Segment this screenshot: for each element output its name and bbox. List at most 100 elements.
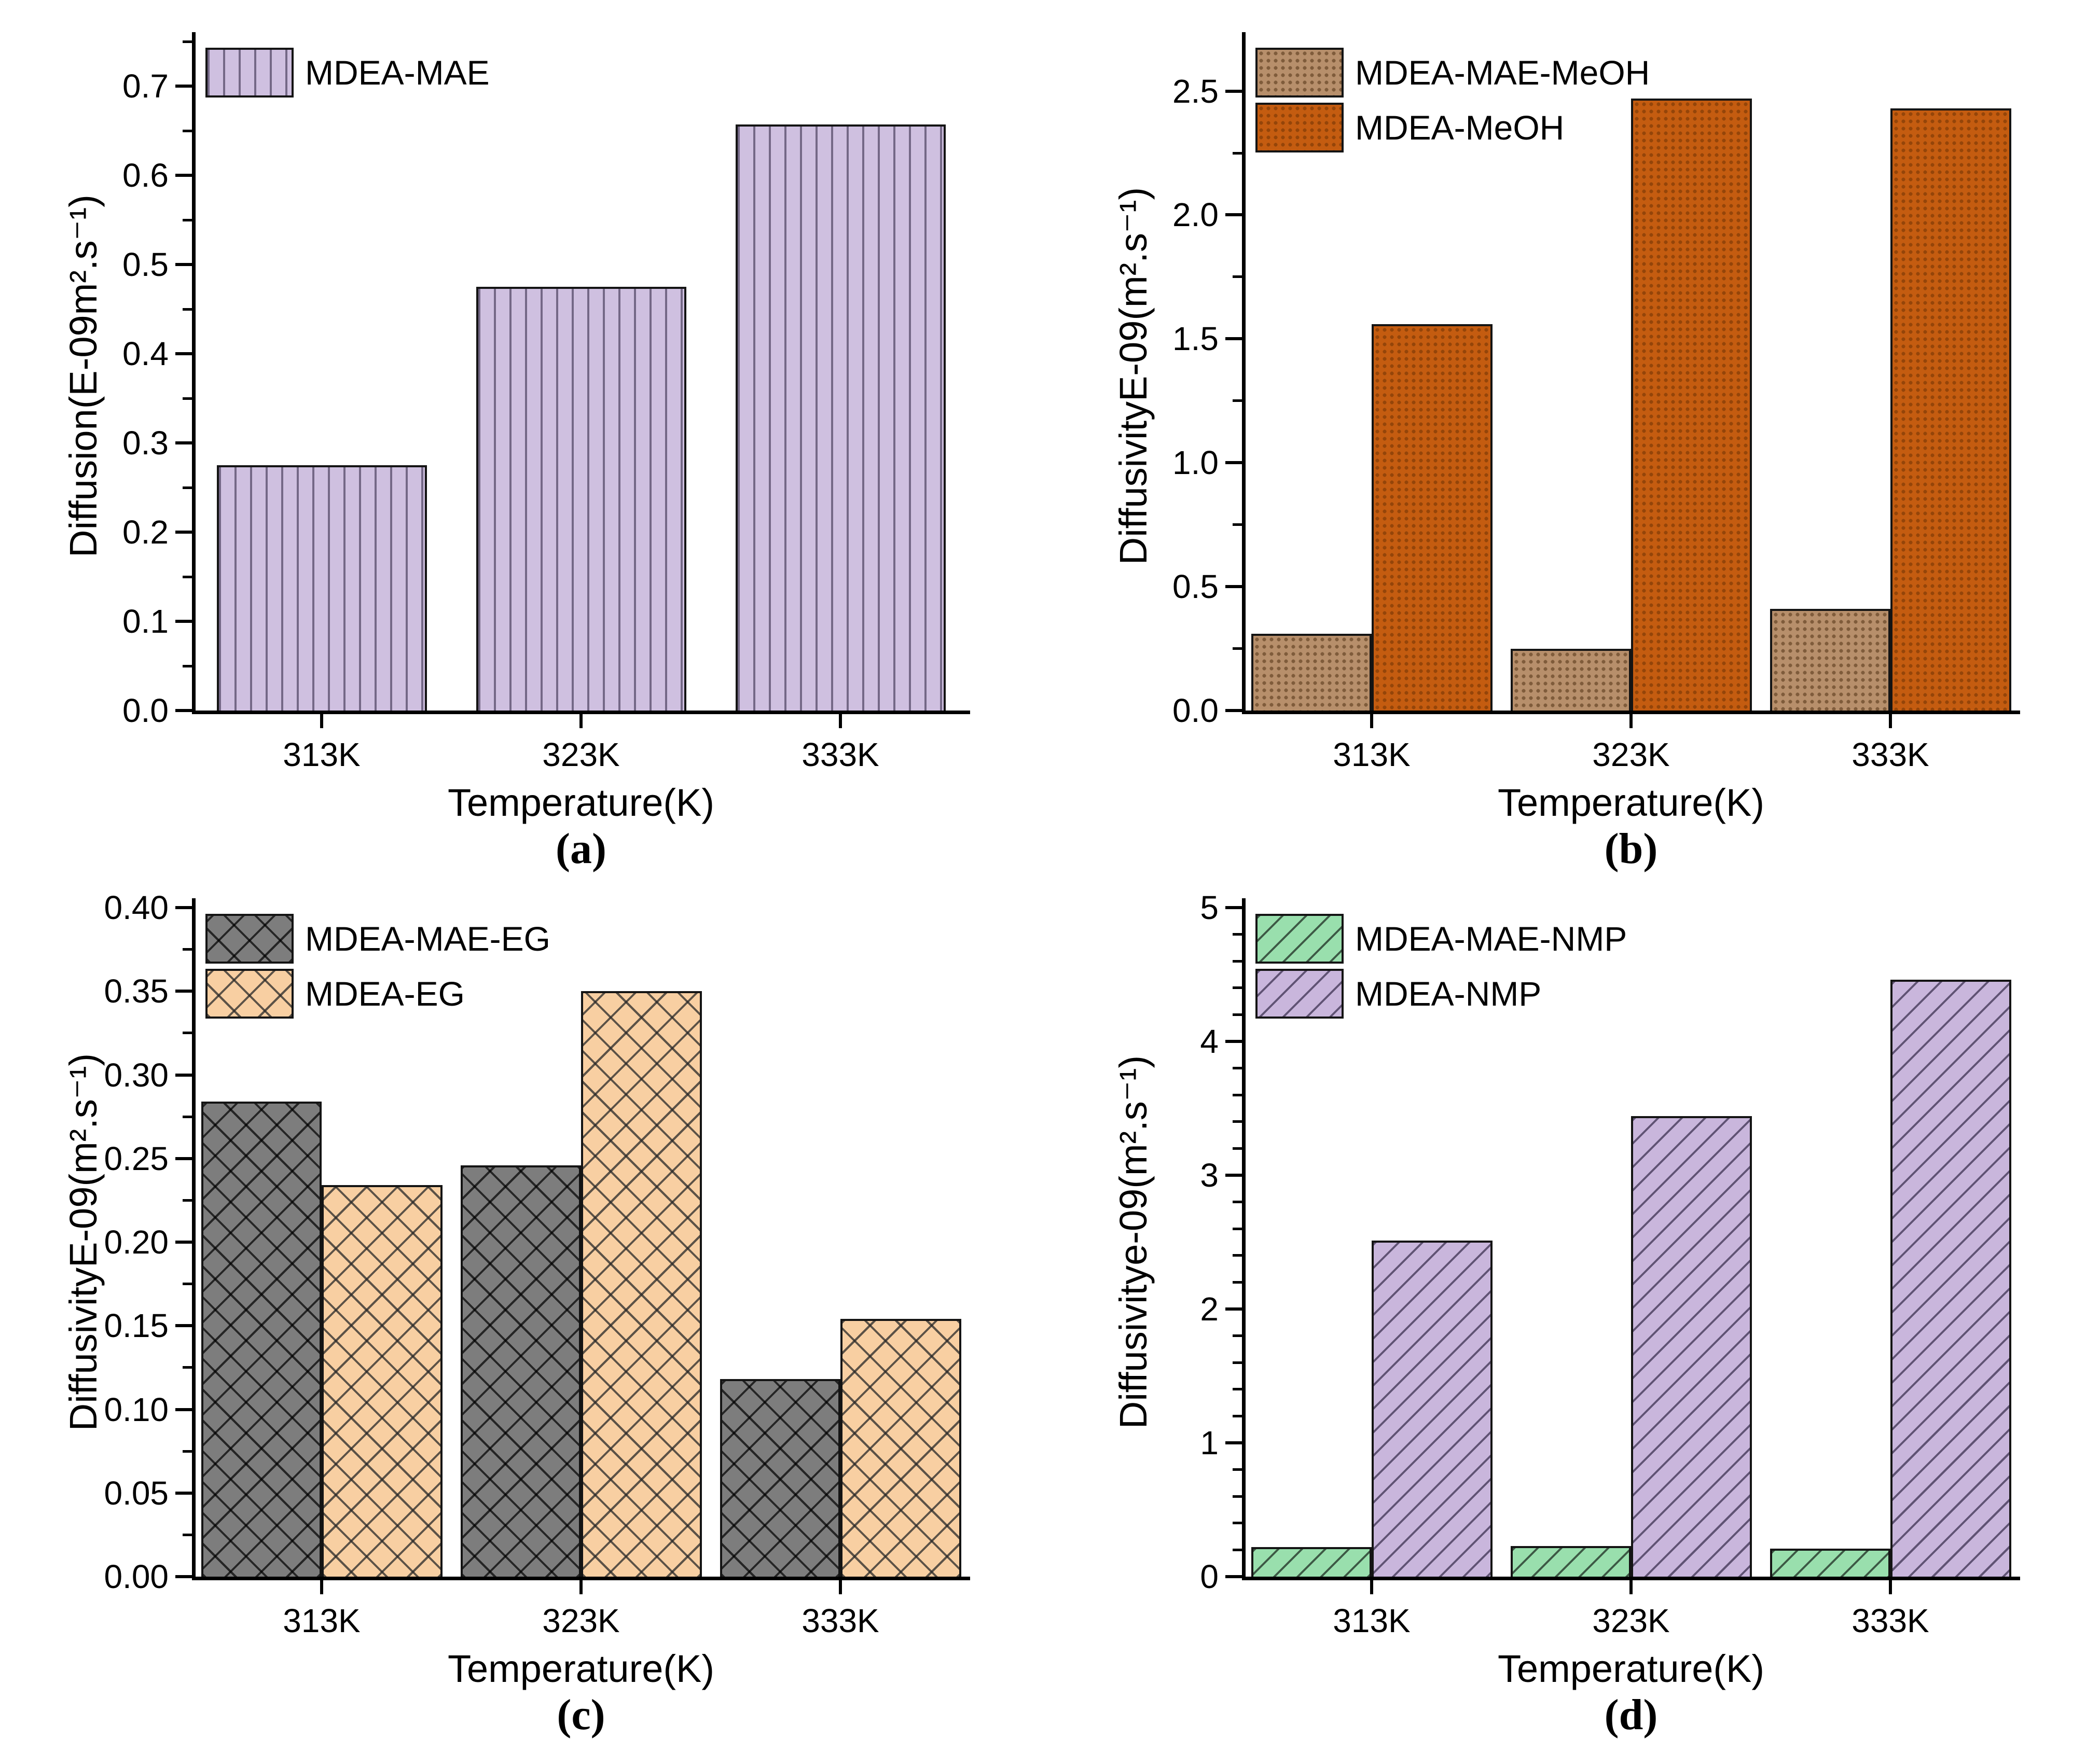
- y-minor-tick: [1233, 1120, 1242, 1123]
- x-category-label: 323K: [542, 736, 620, 773]
- y-axis-label: Diffusivitye-09(m².s⁻¹): [1112, 1055, 1155, 1429]
- bar-MDEA-EG-313K: [322, 1185, 443, 1577]
- bar-MDEA-MAE-NMP-323K: [1510, 1546, 1631, 1577]
- x-tick: [839, 714, 842, 728]
- y-minor-tick: [1233, 1468, 1242, 1471]
- y-minor-tick: [1233, 1093, 1242, 1096]
- y-tick-label: 2.5: [1172, 72, 1219, 110]
- x-tick: [1370, 714, 1373, 728]
- bar-MDEA-MAE-EG-333K: [720, 1379, 840, 1577]
- legend: MDEA-MAE-EG MDEA-EG: [205, 914, 550, 1024]
- y-major-tick: [175, 990, 192, 993]
- legend-swatch: [205, 914, 294, 964]
- x-axis-line: [1242, 1577, 2020, 1580]
- y-minor-tick: [1233, 1388, 1242, 1391]
- x-tick: [1889, 714, 1892, 728]
- x-category-label: 323K: [542, 1602, 620, 1639]
- y-minor-tick: [183, 575, 192, 578]
- plot-area: 0 1 2 3 4 5 313K 323K 333K MDEA-MAE-NMP MDEA-NMP: [1200, 891, 2020, 1639]
- x-axis-label: Temperature(K): [1497, 1647, 1765, 1690]
- bar-MDEA-EG-323K: [581, 991, 702, 1577]
- y-major-tick: [175, 1157, 192, 1160]
- legend-label: MDEA-EG: [305, 975, 465, 1013]
- y-major-tick: [175, 906, 192, 909]
- y-major-tick: [1225, 585, 1242, 589]
- y-tick-label: 0.7: [122, 67, 169, 105]
- y-minor-tick: [1233, 1013, 1242, 1016]
- y-tick-label: 0.3: [122, 424, 169, 462]
- x-category-label: 333K: [802, 736, 879, 773]
- x-category-label: 313K: [283, 1602, 361, 1639]
- x-axis-label: Temperature(K): [1497, 781, 1765, 824]
- y-tick-label: 2: [1200, 1290, 1219, 1328]
- legend-entry: MDEA-MAE-MeOH: [1255, 48, 1650, 98]
- y-minor-tick: [1233, 1414, 1242, 1417]
- bar-MDEA-NMP-313K: [1372, 1241, 1493, 1577]
- legend: MDEA-MAE-MeOH MDEA-MeOH: [1255, 48, 1650, 158]
- y-major-tick: [175, 1575, 192, 1578]
- legend-entry: MDEA-EG: [205, 969, 550, 1019]
- y-tick-label: 0.05: [104, 1474, 169, 1512]
- x-category-label: 323K: [1592, 1602, 1670, 1639]
- bar-MDEA-NMP-333K: [1890, 980, 2011, 1577]
- y-tick-label: 0.40: [104, 889, 169, 926]
- bar-MDEA-MAE-NMP-333K: [1770, 1548, 1890, 1577]
- y-tick-label: 4: [1200, 1023, 1219, 1060]
- y-tick-label: 2.0: [1172, 196, 1219, 234]
- x-category-label: 333K: [1852, 1602, 1929, 1639]
- y-major-tick: [1225, 1040, 1242, 1043]
- legend-swatch: [205, 48, 294, 98]
- y-minor-tick: [183, 308, 192, 311]
- x-category-label: 313K: [283, 736, 361, 773]
- subfigure-caption: (c): [557, 1691, 605, 1739]
- y-tick-label: 0.10: [104, 1390, 169, 1428]
- legend-label: MDEA-MAE: [305, 53, 490, 92]
- y-minor-tick: [183, 1032, 192, 1035]
- y-major-tick: [1225, 1575, 1242, 1578]
- y-axis-line: [192, 898, 196, 1577]
- y-tick-label: 0.0: [122, 692, 169, 729]
- y-minor-tick: [1233, 1495, 1242, 1498]
- y-tick-label: 1.5: [1172, 320, 1219, 358]
- x-axis-line: [192, 1577, 970, 1580]
- y-minor-tick: [183, 129, 192, 132]
- y-tick-label: 0.5: [1172, 568, 1219, 606]
- x-category-label: 333K: [1852, 736, 1929, 773]
- y-minor-tick: [1233, 399, 1242, 402]
- y-minor-tick: [1233, 933, 1242, 936]
- legend-label: MDEA-MAE-EG: [305, 920, 551, 958]
- subfigure-caption: (d): [1604, 1691, 1658, 1739]
- y-minor-tick: [183, 1199, 192, 1202]
- x-tick: [1629, 1580, 1633, 1594]
- y-minor-tick: [1233, 1227, 1242, 1230]
- y-tick-label: 0.2: [122, 513, 169, 551]
- x-tick: [1370, 1580, 1373, 1594]
- y-major-tick: [175, 1241, 192, 1244]
- legend-swatch: [205, 969, 294, 1019]
- x-tick: [1629, 714, 1633, 728]
- y-major-tick: [1225, 906, 1242, 909]
- y-axis-line: [1242, 898, 1246, 1577]
- legend: MDEA-MAE-NMP MDEA-NMP: [1255, 914, 1627, 1024]
- y-minor-tick: [183, 486, 192, 489]
- y-minor-tick: [1233, 1254, 1242, 1257]
- y-minor-tick: [1233, 986, 1242, 990]
- y-major-tick: [1225, 461, 1242, 465]
- y-minor-tick: [1233, 1361, 1242, 1364]
- y-axis-line: [192, 32, 196, 711]
- y-major-tick: [175, 1073, 192, 1077]
- y-tick-label: 0.0: [1172, 692, 1219, 729]
- y-minor-tick: [1233, 959, 1242, 963]
- y-minor-tick: [1233, 1147, 1242, 1150]
- y-major-tick: [1225, 1441, 1242, 1444]
- y-major-tick: [175, 174, 192, 177]
- legend-entry: MDEA-MeOH: [1255, 103, 1650, 152]
- y-minor-tick: [183, 1366, 192, 1369]
- bar-MDEA-MAE-333K: [735, 124, 946, 711]
- bar-MDEA-MAE-313K: [216, 465, 427, 711]
- bar-MDEA-MAE-323K: [476, 287, 686, 711]
- y-minor-tick: [1233, 1201, 1242, 1204]
- x-tick: [579, 714, 583, 728]
- bar-MDEA-MAE-MeOH-323K: [1510, 648, 1631, 711]
